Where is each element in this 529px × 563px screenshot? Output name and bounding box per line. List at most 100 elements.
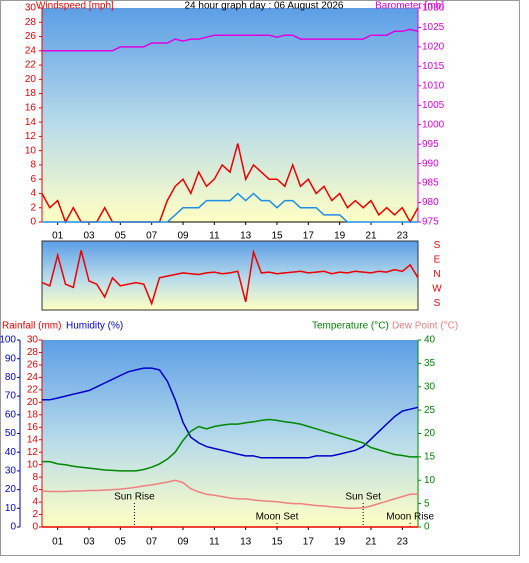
y-tick-label: 30 [27,335,39,346]
legend-entry: Dew Point (°C) [392,321,458,332]
series-line [41,249,419,306]
y-tick-label: 12 [27,447,39,458]
legend-entry: Rainfall (mm) [2,321,61,332]
x-tick-label: 17 [303,231,315,242]
y-tick-label: 6 [32,484,38,495]
y-tick-label: 14 [27,434,39,445]
y-tick-label: 20 [27,397,39,408]
y-tick-label: 2 [32,509,38,520]
y2-tick-label: 985 [422,178,439,189]
series-line [41,143,419,224]
y2-tick-label: 1005 [422,100,445,111]
y2-tick-label: 1020 [422,42,445,53]
y2-tick-label: 40 [424,335,436,346]
y-tick-label: 12 [25,131,37,142]
x-tick-label: 09 [177,231,189,242]
y2-tick-label: 15 [424,452,436,463]
x-tick-label: 09 [177,537,189,548]
y-tick-label: 26 [27,360,39,371]
y2-tick-label: 990 [422,158,439,169]
series-line [42,367,419,459]
y2-tick-label: 1025 [422,22,445,33]
x-tick-label: 01 [52,231,64,242]
y3-tick-label: 80 [5,372,17,383]
x-tick-label: 15 [271,231,283,242]
y-tick-label: 6 [30,174,36,185]
y2-tick-label: 995 [422,139,439,150]
y-tick-label: W [432,284,442,295]
y3-tick-label: 0 [10,522,16,533]
y2-tick-label: 5 [424,498,430,509]
y-tick-label: 24 [27,372,39,383]
y3-tick-label: 60 [5,409,17,420]
x-tick-label: 21 [365,537,377,548]
y-tick-label: 10 [25,145,37,156]
y3-tick-label: 70 [5,391,17,402]
x-tick-label: 05 [115,231,127,242]
x-tick-label: 07 [146,537,158,548]
annotation: Moon Set [256,512,299,523]
x-tick-label: 03 [83,537,95,548]
x-tick-label: 05 [115,537,127,548]
y-tick-label: 24 [25,45,37,56]
legend-entry: Temperature (°C) [312,321,389,332]
y-tick-label: 18 [27,409,39,420]
y2-tick-label: 0 [424,522,430,533]
y-tick-label: 8 [30,160,36,171]
y-tick-label: 0 [32,522,38,533]
y-axis-label: Windspeed [mph] [36,1,114,12]
series-line [41,479,418,510]
y3-tick-label: 90 [5,353,17,364]
y-tick-label: S [434,298,441,309]
y-tick-label: 14 [25,117,37,128]
annotation: Sun Rise [114,492,155,503]
y-tick-label: 4 [32,497,38,508]
plot-area [41,240,419,311]
y2-axis-label: Barometer [mb] [375,1,444,12]
y-tick-label: 0 [30,217,36,228]
y-tick-label: 8 [32,472,38,483]
y-tick-label: N [433,269,440,280]
x-tick-label: 19 [334,537,346,548]
y-tick-label: 28 [27,347,39,358]
x-tick-label: 17 [303,537,315,548]
x-tick-label: 15 [271,537,283,548]
y-tick-label: 28 [25,17,37,28]
y3-tick-label: 40 [5,447,17,458]
y3-tick-label: 50 [5,428,17,439]
y-tick-label: 18 [25,88,37,99]
y-tick-label: 26 [25,31,37,42]
y3-tick-label: 10 [5,503,17,514]
x-tick-label: 07 [146,231,158,242]
y-tick-label: 16 [25,103,37,114]
legend-entry: Humidity (%) [66,321,123,332]
x-tick-label: 11 [209,537,220,548]
x-tick-label: 23 [397,537,409,548]
plot-area [42,340,418,527]
y2-tick-label: 1000 [422,119,445,130]
y-tick-label: 22 [27,385,39,396]
x-tick-label: 01 [52,537,64,548]
y-tick-label: 30 [25,3,37,14]
y3-tick-label: 100 [0,335,16,346]
y-tick-label: S [434,240,441,251]
y-tick-label: 22 [25,60,37,71]
series-line [42,192,418,223]
y2-tick-label: 1010 [422,80,445,91]
y-tick-label: 2 [30,202,36,213]
y-tick-label: 10 [27,459,39,470]
y2-tick-label: 25 [424,405,436,416]
series-line [42,28,419,52]
y-tick-label: 16 [27,422,39,433]
annotation: Moon Rise [386,512,434,523]
y2-tick-label: 20 [424,428,436,439]
y2-tick-label: 1015 [422,61,445,72]
x-tick-label: 23 [397,231,409,242]
series-line [42,418,418,472]
y3-tick-label: 20 [5,484,17,495]
x-tick-label: 11 [209,231,220,242]
x-tick-label: 13 [240,537,252,548]
y2-tick-label: 35 [424,358,436,369]
chart-title: 24 hour graph day : 06 August 2026 [184,1,343,12]
x-tick-label: 19 [334,231,346,242]
